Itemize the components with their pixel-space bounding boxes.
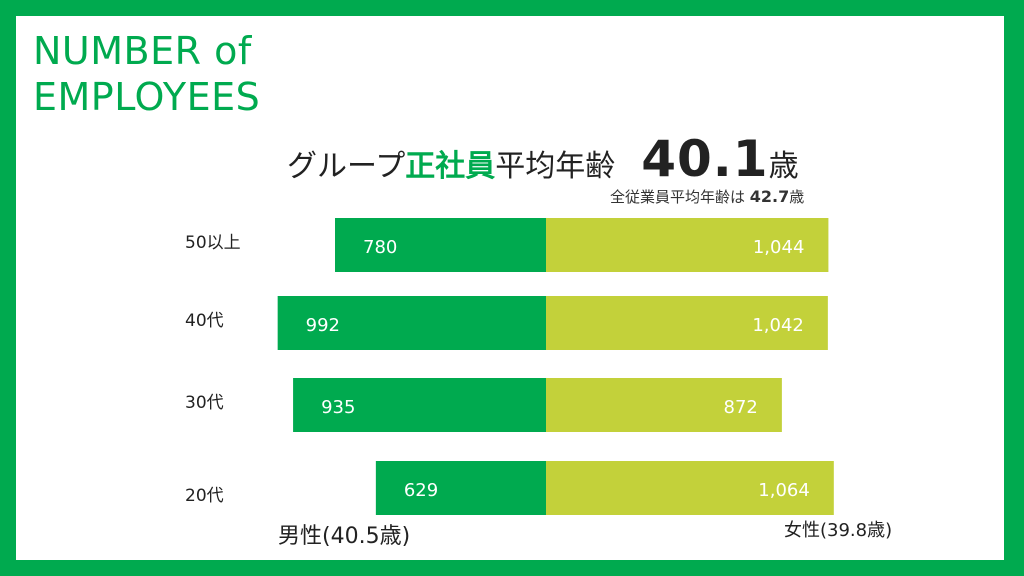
female-value-label: 872	[724, 397, 758, 418]
category-label: 40代	[185, 311, 224, 331]
category-label: 30代	[185, 393, 224, 413]
overall-average-note: 全従業員平均年齢は 42.7歳	[610, 186, 804, 207]
headline-average-age: 40.1	[641, 130, 769, 188]
headline-unit: 歳	[768, 149, 799, 184]
overall-average-value: 42.7	[749, 187, 790, 206]
headline-accent: 正社員	[405, 149, 496, 184]
slide-title-line1: NUMBER of	[33, 29, 252, 73]
male-bar	[277, 296, 546, 350]
female-average-label: 女性(39.8歳)	[784, 520, 893, 541]
headline-prefix: グループ	[287, 149, 406, 184]
male-bar	[375, 461, 546, 515]
category-label: 50以上	[185, 233, 241, 253]
headline-suffix: 平均年齢	[495, 149, 616, 184]
male-value-label: 992	[306, 315, 340, 336]
female-bar	[546, 218, 829, 272]
male-bar	[335, 218, 546, 272]
female-bar	[546, 296, 828, 350]
male-value-label: 780	[363, 237, 397, 258]
headline: グループ正社員平均年齢 40.1歳	[287, 130, 799, 188]
male-value-label: 935	[321, 397, 355, 418]
slide-title: NUMBER of EMPLOYEES	[33, 28, 260, 120]
male-value-label: 629	[404, 480, 438, 501]
female-value-label: 1,064	[758, 480, 810, 501]
slide-title-line2: EMPLOYEES	[33, 75, 261, 119]
overall-average-text: 全従業員平均年齢は	[610, 188, 750, 206]
category-label: 20代	[185, 486, 224, 506]
female-bar	[546, 461, 834, 515]
male-average-label: 男性(40.5歳)	[278, 524, 411, 549]
overall-average-unit: 歳	[789, 188, 805, 206]
female-value-label: 1,044	[753, 237, 805, 258]
male-bar	[293, 378, 546, 432]
female-bar	[546, 378, 782, 432]
female-value-label: 1,042	[752, 315, 804, 336]
